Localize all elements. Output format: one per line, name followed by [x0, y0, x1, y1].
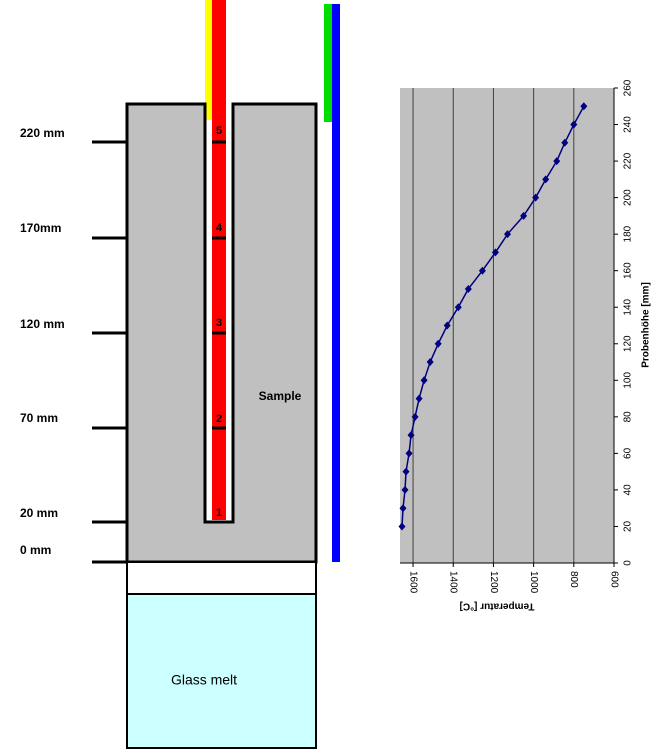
height-label: 220 mm [20, 126, 65, 140]
sample-label: Sample [259, 389, 302, 403]
y-tick-label: 220 [623, 152, 634, 169]
x-tick-label: 600 [608, 571, 619, 588]
sensor-number: 1 [216, 507, 222, 519]
y-tick-label: 80 [623, 411, 634, 423]
height-label: 170mm [20, 221, 61, 235]
y-tick-label: 20 [623, 520, 634, 532]
y-axis-label: Probenhöhe [mm] [641, 282, 652, 368]
x-tick-label: 800 [568, 571, 579, 588]
green-bar [324, 4, 332, 122]
y-tick-label: 0 [623, 560, 634, 566]
chart: 1600 1400 1200 1000 800 600 0 20 40 60 80 100 120 140… [399, 79, 652, 611]
x-axis-label: Temperatur [°C] [460, 600, 535, 611]
blue-bar [332, 4, 340, 562]
y-tick-label: 160 [623, 262, 634, 279]
sensor-number: 5 [216, 125, 222, 137]
y-tick-label: 200 [623, 189, 634, 206]
y-tick-label: 240 [623, 116, 634, 133]
y-tick-label: 180 [623, 225, 634, 242]
y-tick-label: 140 [623, 298, 634, 315]
x-tick-label: 1200 [488, 571, 499, 594]
melt-label: Glass melt [171, 672, 237, 688]
y-tick-label: 260 [623, 79, 634, 96]
sensor-number: 4 [216, 222, 223, 234]
height-label: 70 mm [20, 411, 58, 425]
y-tick-label: 60 [623, 447, 634, 459]
height-label: 120 mm [20, 317, 65, 331]
apparatus: 220 mm 170mm 120 mm 70 mm 20 mm 0 mm 5 4… [20, 0, 340, 748]
page: 220 mm 170mm 120 mm 70 mm 20 mm 0 mm 5 4… [0, 0, 658, 753]
x-tick-label: 1600 [407, 571, 418, 594]
y-tick-label: 40 [623, 484, 634, 496]
gap [127, 562, 316, 594]
x-tick-label: 1000 [528, 571, 539, 594]
x-tick-label: 1400 [448, 571, 459, 594]
height-label: 20 mm [20, 506, 58, 520]
sensor-number: 2 [216, 413, 222, 425]
y-tick-label: 120 [623, 335, 634, 352]
sensor-number: 3 [216, 317, 222, 329]
height-label: 0 mm [20, 543, 51, 557]
y-tick-label: 100 [623, 372, 634, 389]
yellow-bar [205, 0, 213, 120]
thermocouple [212, 0, 226, 520]
plot-area [400, 88, 614, 563]
